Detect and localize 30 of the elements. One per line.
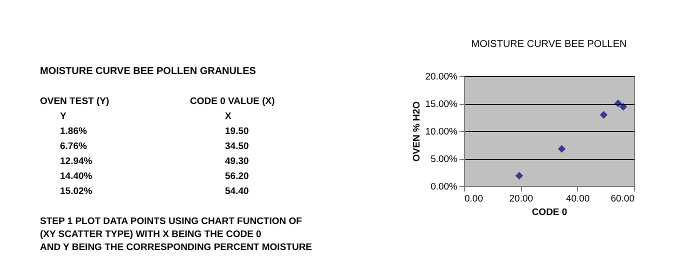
text: 15.02% [60,186,93,197]
x-axis-title: CODE 0 [532,207,568,218]
text: 54.40 [225,186,249,197]
y-tick-label: 20.00% [425,72,458,82]
x-tick-label: 40.00 [566,194,590,204]
x-tick-label: 0.00 [464,194,483,204]
y-tick-label: 15.00% [425,99,458,110]
text: OVEN TEST (Y) [40,96,110,107]
text: CODE 0 VALUE (X) [190,96,275,107]
x-tick-label: 20.00 [509,194,534,204]
text: X [225,111,232,122]
text: 1.86% [60,126,88,137]
text: 6.76% [60,141,88,152]
y-tick-label: 10.00% [425,126,458,138]
chart-title: MOISTURE CURVE BEE POLLEN [471,39,627,50]
text: STEP 1 PLOT DATA POINTS USING CHART FUNCTION OF [40,216,302,227]
text: MOISTURE CURVE BEE POLLEN GRANULES [40,66,256,77]
x-tick-label: 60.00 [610,194,634,204]
y-tick-label: 0.00% [430,182,458,192]
text: 49.30 [225,156,249,167]
text: AND Y BEING THE CORRESPONDING PERCENT MOISTURE [40,242,312,253]
text: 56.20 [225,171,249,182]
text: Y [60,111,67,122]
text: (XY SCATTER TYPE) WITH X BEING THE CODE 0 [40,229,262,240]
y-tick-label: 5.00% [430,154,458,165]
y-axis-title: OVEN % H2O [411,101,422,162]
text: 19.50 [225,126,249,137]
text: 14.40% [60,171,93,182]
text: 12.94% [60,156,93,167]
text: 34.50 [225,141,249,152]
